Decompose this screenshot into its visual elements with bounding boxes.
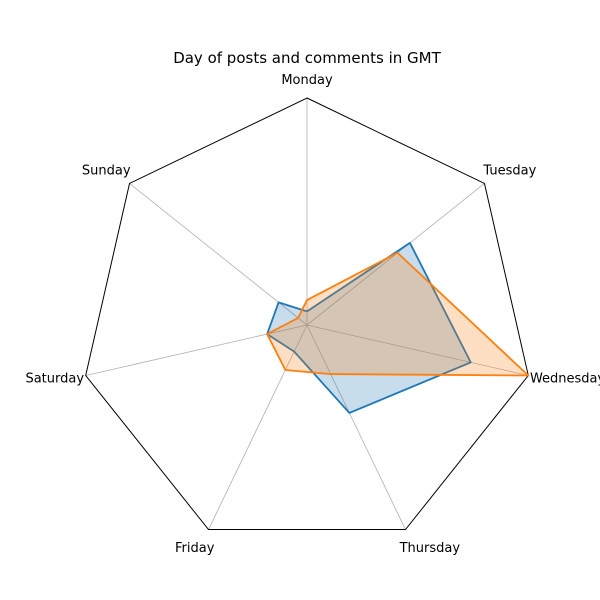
axis-label-wednesday: Wednesday	[530, 372, 600, 387]
chart-title: Day of posts and comments in GMT	[173, 49, 441, 67]
axis-label-sunday: Sunday	[82, 164, 131, 179]
series-2-area	[267, 252, 529, 376]
series-1-line	[266, 242, 472, 414]
grid-spoke	[306, 324, 406, 530]
grid-spoke	[129, 183, 308, 326]
axis-label-thursday: Thursday	[399, 541, 461, 556]
axis-label-friday: Friday	[175, 541, 215, 556]
axis-label-monday: Monday	[281, 73, 333, 88]
series-2-line	[266, 251, 530, 377]
axis-label-saturday: Saturday	[25, 372, 84, 387]
radar-frame	[85, 97, 529, 531]
series-layer	[266, 242, 530, 414]
axis-label-layer: Monday Tuesday Wednesday Thursday Friday Satu…	[25, 73, 600, 556]
series-1-area	[267, 242, 471, 413]
axis-label-tuesday: Tuesday	[482, 164, 536, 179]
grid-spoke	[208, 324, 308, 530]
grid-spoke	[306, 324, 529, 376]
